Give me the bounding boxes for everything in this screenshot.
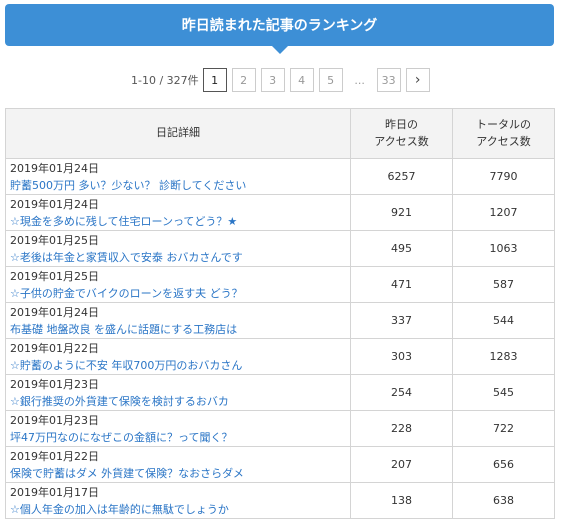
article-detail-cell: 2019年01月23日坪47万円なのになぜこの金額に？って聞く？ bbox=[5, 410, 351, 447]
page-4-button[interactable]: 4 bbox=[289, 68, 314, 92]
column-header-detail: 日記詳細 bbox=[5, 108, 351, 159]
article-detail-cell: 2019年01月23日 ☆銀行推奨の外貨建て保険を検討するおバカ bbox=[5, 374, 351, 411]
article-date: 2019年01月24日 bbox=[10, 161, 99, 175]
yesterday-access-count: 138 bbox=[350, 482, 453, 519]
yesterday-access-count: 6257 bbox=[350, 158, 453, 195]
total-access-count: 544 bbox=[452, 302, 555, 339]
total-access-count: 638 bbox=[452, 482, 555, 519]
article-detail-cell: 2019年01月17日 ☆個人年金の加入は年齢的に無駄でしょうか bbox=[5, 482, 351, 519]
pagination: 1-10 / 327件 1 2 3 4 5 ... 33 › bbox=[131, 68, 435, 92]
table-row: 2019年01月25日 ☆老後は年金と家賃収入で安泰 おバカさんです 495 1063 bbox=[5, 230, 555, 267]
article-title-link[interactable]: ☆個人年金の加入は年齢的に無駄でしょうか bbox=[10, 502, 229, 516]
table-row: 2019年01月22日 ☆貯蓄のように不安 年収700万円のおバカさん 303 128… bbox=[5, 338, 555, 375]
yesterday-access-count: 471 bbox=[350, 266, 453, 303]
table-row: 2019年01月23日 ☆銀行推奨の外貨建て保険を検討するおバカ 254 545 bbox=[5, 374, 555, 411]
table-row: 2019年01月23日 坪47万円なのになぜこの金額に？って聞く？ 228 722 bbox=[5, 410, 555, 447]
total-access-count: 656 bbox=[452, 446, 555, 483]
article-detail-cell: 2019年01月25日 ☆子供の貯金でバイクのローンを返す夫 どう？ bbox=[5, 266, 351, 303]
table-row: 2019年01月25日 ☆子供の貯金でバイクのローンを返す夫 どう？ 471 587 bbox=[5, 266, 555, 303]
total-access-count: 1207 bbox=[452, 194, 555, 231]
article-date: 2019年01月22日 bbox=[10, 449, 99, 463]
article-date: 2019年01月24日 bbox=[10, 197, 99, 211]
table-row: 2019年01月24日 布基礎 地盤改良 を盛んに話題にする工務店は 337 544 bbox=[5, 302, 555, 339]
column-header-yesterday: 昨日の アクセス数 bbox=[350, 108, 453, 159]
article-detail-cell: 2019年01月22日保険で貯蓄はダメ 外貨建て保険？なおさらダメ bbox=[5, 446, 351, 483]
article-detail-cell: 2019年01月25日 ☆老後は年金と家賃収入で安泰 おバカさんです bbox=[5, 230, 351, 267]
yesterday-access-count: 495 bbox=[350, 230, 453, 267]
total-access-count: 7790 bbox=[452, 158, 555, 195]
ranking-title: 昨日読まれた記事のランキング bbox=[181, 18, 378, 34]
table-row: 2019年01月24日 ☆現金を多めに残して住宅ローンってどう？★ 921 1207 bbox=[5, 194, 555, 231]
table-row: 2019年01月24日 貯蓄500万円 多い？少ない？ 診断してください 6257 7… bbox=[5, 158, 555, 195]
yesterday-access-count: 254 bbox=[350, 374, 453, 411]
page-3-button[interactable]: 3 bbox=[260, 68, 285, 92]
table-row: 2019年01月22日 保険で貯蓄はダメ 外貨建て保険？なおさらダメ 207 656 bbox=[5, 446, 555, 483]
table-header-row: 日記詳細 昨日の アクセス数 トータルの アクセス数 bbox=[5, 108, 555, 159]
pager-ellipsis: ... bbox=[354, 73, 365, 87]
page-last-button[interactable]: 33 bbox=[376, 68, 401, 92]
total-access-count: 1063 bbox=[452, 230, 555, 267]
ranking-table: 日記詳細 昨日の アクセス数 トータルの アクセス数 2019年01月24日貯蓄… bbox=[5, 108, 555, 519]
yesterday-access-count: 921 bbox=[350, 194, 453, 231]
article-title-link[interactable]: 保険で貯蓄はダメ 外貨建て保険？なおさらダメ bbox=[10, 466, 244, 480]
column-header-total: トータルの アクセス数 bbox=[452, 108, 555, 159]
article-date: 2019年01月25日 bbox=[10, 233, 99, 247]
page-2-button[interactable]: 2 bbox=[231, 68, 256, 92]
article-detail-cell: 2019年01月22日 ☆貯蓄のように不安 年収700万円のおバカさん bbox=[5, 338, 351, 375]
ranking-header: 昨日読まれた記事のランキング bbox=[5, 4, 554, 46]
total-access-count: 587 bbox=[452, 266, 555, 303]
result-count: 1-10 / 327件 bbox=[131, 74, 199, 87]
article-title-link[interactable]: ☆貯蓄のように不安 年収700万円のおバカさん bbox=[10, 358, 243, 372]
yesterday-access-count: 207 bbox=[350, 446, 453, 483]
yesterday-access-count: 337 bbox=[350, 302, 453, 339]
article-date: 2019年01月23日 bbox=[10, 377, 99, 391]
article-title-link[interactable]: 貯蓄500万円 多い？少ない？ 診断してください bbox=[10, 178, 247, 192]
header-pointer bbox=[272, 46, 288, 54]
article-date: 2019年01月24日 bbox=[10, 305, 99, 319]
article-title-link[interactable]: 坪47万円なのになぜこの金額に？って聞く？ bbox=[10, 430, 233, 444]
total-access-count: 1283 bbox=[452, 338, 555, 375]
article-title-link[interactable]: 布基礎 地盤改良 を盛んに話題にする工務店は bbox=[10, 322, 238, 336]
table-row: 2019年01月17日 ☆個人年金の加入は年齢的に無駄でしょうか 138 638 bbox=[5, 482, 555, 519]
article-date: 2019年01月23日 bbox=[10, 413, 99, 427]
article-date: 2019年01月22日 bbox=[10, 341, 99, 355]
article-detail-cell: 2019年01月24日布基礎 地盤改良 を盛んに話題にする工務店は bbox=[5, 302, 351, 339]
article-title-link[interactable]: ☆現金を多めに残して住宅ローンってどう？★ bbox=[10, 214, 238, 228]
article-title-link[interactable]: ☆老後は年金と家賃収入で安泰 おバカさんです bbox=[10, 250, 243, 264]
article-title-link[interactable]: ☆子供の貯金でバイクのローンを返す夫 どう？ bbox=[10, 286, 243, 300]
article-date: 2019年01月17日 bbox=[10, 485, 99, 499]
article-date: 2019年01月25日 bbox=[10, 269, 99, 283]
chevron-right-icon: › bbox=[414, 72, 421, 88]
article-detail-cell: 2019年01月24日貯蓄500万円 多い？少ない？ 診断してください bbox=[5, 158, 351, 195]
page-5-button[interactable]: 5 bbox=[318, 68, 343, 92]
total-access-count: 545 bbox=[452, 374, 555, 411]
total-access-count: 722 bbox=[452, 410, 555, 447]
page-1-button[interactable]: 1 bbox=[202, 68, 227, 92]
yesterday-access-count: 228 bbox=[350, 410, 453, 447]
next-page-button[interactable]: › bbox=[405, 68, 430, 92]
yesterday-access-count: 303 bbox=[350, 338, 453, 375]
article-detail-cell: 2019年01月24日 ☆現金を多めに残して住宅ローンってどう？★ bbox=[5, 194, 351, 231]
article-title-link[interactable]: ☆銀行推奨の外貨建て保険を検討するおバカ bbox=[10, 394, 229, 408]
